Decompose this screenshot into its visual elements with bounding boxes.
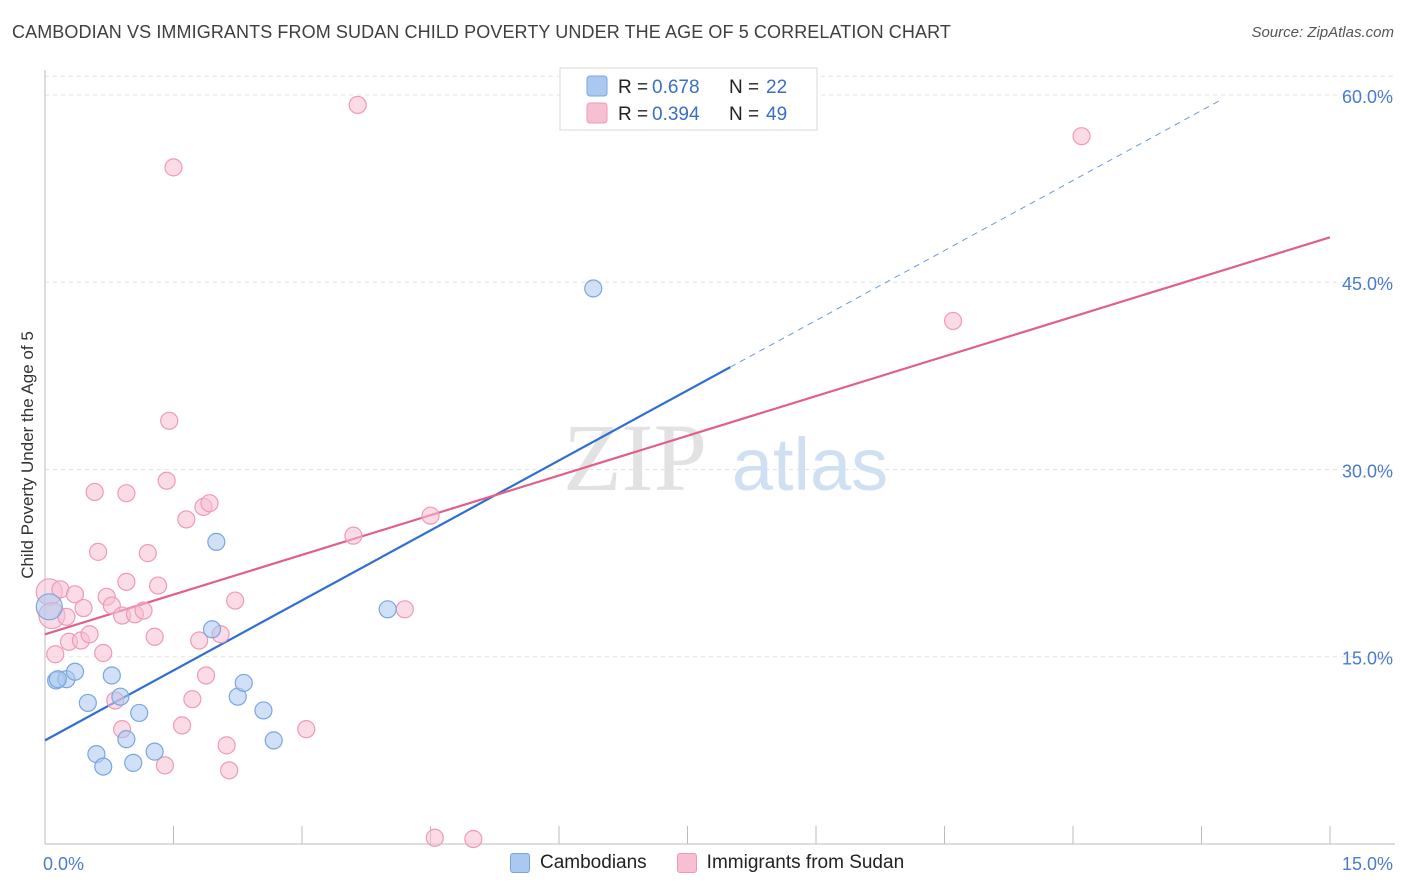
y-tick-label-2: 45.0% — [1342, 274, 1393, 294]
point-cambodians-4 — [78, 693, 97, 713]
legend-r-value-sudan: 0.394 — [652, 104, 700, 125]
point-sudan-11 — [89, 542, 108, 561]
point-sudan-27 — [160, 411, 179, 430]
point-cambodians-0 — [35, 593, 63, 621]
point-cambodians-21 — [48, 670, 67, 689]
point-sudan-32 — [190, 631, 209, 650]
legend-n-label-cambodians: N = — [729, 77, 759, 98]
point-cambodians-10 — [124, 753, 143, 772]
point-sudan-37 — [217, 736, 236, 755]
legend-swatch-cambodians — [586, 75, 608, 97]
point-sudan-24 — [148, 576, 168, 595]
y-tick-label-3: 60.0% — [1342, 87, 1393, 107]
point-sudan-45 — [425, 828, 444, 847]
point-sudan-46 — [464, 829, 483, 849]
trend-line-1 — [44, 236, 1331, 636]
tick-labels: 15.0% 30.0% 45.0% 60.0% 0.0% 15.0% — [43, 87, 1393, 874]
point-cambodians-13 — [207, 532, 226, 551]
point-sudan-21 — [134, 601, 153, 620]
point-sudan-18 — [117, 572, 136, 591]
point-sudan-19 — [117, 484, 136, 503]
point-sudan-41 — [344, 526, 363, 545]
legend-n-value-sudan: 49 — [766, 104, 787, 125]
point-sudan-8 — [74, 598, 93, 618]
trend-lines — [44, 100, 1331, 742]
point-cambodians-12 — [145, 742, 164, 761]
point-sudan-2 — [46, 645, 65, 664]
point-sudan-47 — [943, 311, 963, 331]
gridlines — [45, 75, 1395, 658]
point-cambodians-20 — [584, 279, 603, 298]
x-tick-label-0: 0.0% — [43, 854, 84, 874]
point-sudan-42 — [348, 95, 367, 115]
bottom-legend-label-cambodians: Cambodians — [540, 852, 647, 873]
trend-extension-0 — [730, 100, 1219, 368]
data-points — [35, 95, 1091, 849]
point-sudan-28 — [164, 158, 183, 177]
axes — [44, 70, 1395, 845]
point-cambodians-11 — [130, 703, 149, 723]
point-sudan-34 — [196, 666, 216, 685]
point-cambodians-6 — [94, 757, 113, 776]
point-sudan-35 — [200, 494, 219, 513]
point-cambodians-7 — [102, 666, 121, 685]
point-sudan-38 — [220, 761, 239, 780]
trend-line-0 — [44, 366, 731, 742]
point-sudan-26 — [157, 471, 176, 490]
point-sudan-39 — [226, 591, 245, 610]
point-cambodians-19 — [378, 600, 397, 619]
point-sudan-31 — [183, 690, 202, 709]
point-sudan-25 — [155, 756, 175, 775]
bottom-legend: Cambodians Immigrants from Sudan — [510, 852, 934, 874]
point-sudan-43 — [395, 600, 414, 619]
point-cambodians-17 — [254, 701, 273, 720]
legend-r-label-cambodians: R = — [618, 77, 648, 98]
point-cambodians-14 — [202, 620, 222, 639]
watermark: ZIP atlas — [563, 404, 888, 511]
point-sudan-9 — [80, 625, 99, 644]
point-sudan-23 — [145, 627, 164, 646]
legend-r-label-sudan: R = — [618, 104, 648, 125]
legend-swatch-sudan — [586, 102, 608, 124]
point-sudan-12 — [94, 643, 113, 663]
bottom-legend-swatch-cambodians — [510, 853, 530, 873]
point-cambodians-18 — [264, 731, 283, 750]
bottom-legend-swatch-sudan — [676, 853, 697, 873]
x-tick-label-1: 15.0% — [1342, 854, 1393, 874]
bottom-legend-label-sudan: Immigrants from Sudan — [706, 852, 905, 873]
watermark-atlas: atlas — [732, 423, 888, 506]
point-sudan-48 — [1072, 127, 1091, 146]
legend: R = 0.678 N = 22 R = 0.394 N = 49 — [559, 67, 818, 131]
point-sudan-10 — [85, 482, 104, 502]
point-cambodians-16 — [234, 673, 253, 693]
point-sudan-6 — [65, 585, 85, 604]
point-sudan-44 — [421, 506, 440, 525]
point-sudan-30 — [177, 510, 196, 529]
legend-n-value-cambodians: 22 — [766, 77, 787, 98]
y-tick-label-1: 30.0% — [1342, 461, 1393, 481]
bottom-legend-item-sudan[interactable]: Immigrants from Sudan — [676, 852, 905, 874]
source-label: Source: ZipAtlas.com — [1251, 24, 1394, 41]
point-cambodians-3 — [65, 662, 85, 681]
bottom-legend-item-cambodians[interactable]: Cambodians — [510, 852, 647, 874]
watermark-zip: ZIP — [563, 404, 707, 511]
point-sudan-40 — [297, 720, 316, 739]
point-cambodians-8 — [111, 687, 130, 706]
legend-r-value-cambodians: 0.678 — [652, 77, 700, 98]
legend-n-label-sudan: N = — [729, 104, 759, 125]
point-cambodians-9 — [117, 730, 136, 749]
chart-title: CAMBODIAN VS IMMIGRANTS FROM SUDAN CHILD… — [12, 22, 951, 42]
y-tick-label-0: 15.0% — [1342, 649, 1393, 669]
point-sudan-22 — [138, 544, 157, 563]
point-sudan-29 — [172, 716, 192, 735]
